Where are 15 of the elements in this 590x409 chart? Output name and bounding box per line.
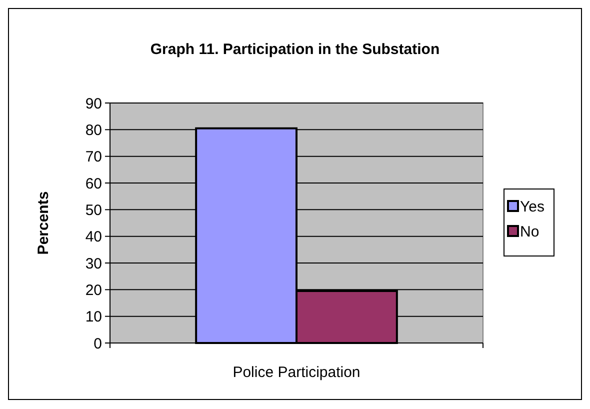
x-tick-label: Police Participation [232, 364, 360, 381]
chart-title: Graph 11. Participation in the Substation [150, 41, 440, 58]
legend-label: Yes [520, 198, 544, 216]
y-tick-label: 10 [85, 308, 102, 326]
y-tick-label: 70 [85, 148, 102, 166]
legend-label: No [520, 223, 540, 240]
y-tick-label: 0 [94, 335, 102, 352]
y-tick-label: 20 [85, 282, 102, 299]
y-tick-label: 80 [85, 122, 102, 139]
y-tick-label: 30 [85, 255, 102, 272]
y-tick-label: 90 [85, 95, 102, 112]
y-tick-label: 50 [85, 202, 102, 219]
y-axis-title: Percents [35, 191, 52, 255]
y-tick-label: 40 [85, 228, 102, 246]
y-tick-label: 60 [85, 175, 102, 192]
